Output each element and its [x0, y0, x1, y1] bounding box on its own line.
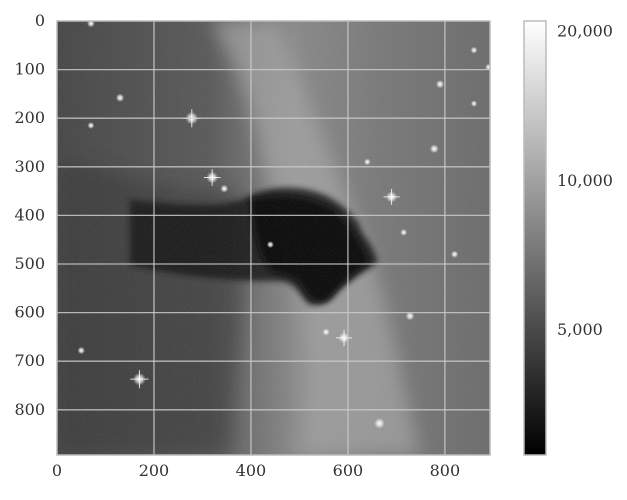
- star-point: [405, 311, 415, 321]
- y-axis: 0 100 200 300 400 500 600 700 800: [14, 11, 45, 419]
- y-tick-label: 400: [14, 205, 45, 224]
- y-tick-label: 100: [14, 60, 45, 79]
- star-point: [429, 144, 439, 154]
- x-axis: 0 200 400 600 800: [52, 461, 460, 480]
- colorbar: 5,000 10,000 20,000: [523, 20, 613, 456]
- y-tick-label: 600: [14, 303, 45, 322]
- star-point: [470, 46, 478, 54]
- y-tick-label: 200: [14, 108, 45, 127]
- star-point: [86, 21, 95, 28]
- x-tick-label: 0: [52, 461, 62, 480]
- grid-lines: [57, 21, 490, 455]
- y-tick-label: 700: [14, 351, 45, 370]
- colorbar-tick-label: 20,000: [557, 22, 613, 41]
- x-tick-label: 800: [430, 461, 461, 480]
- star-point: [435, 79, 445, 89]
- x-tick-label: 200: [139, 461, 170, 480]
- y-tick-label: 300: [14, 157, 45, 176]
- star-point: [470, 100, 478, 107]
- y-tick-label: 800: [14, 400, 45, 419]
- plot-frame: [56, 20, 491, 456]
- star-point: [485, 63, 490, 71]
- y-tick-label: 500: [14, 254, 45, 273]
- star-point: [363, 158, 371, 166]
- colorbar-tick-label: 10,000: [557, 171, 613, 190]
- star-point: [266, 241, 274, 249]
- star-point: [77, 346, 85, 355]
- star-point: [322, 328, 330, 336]
- colorbar-tick-label: 5,000: [557, 320, 603, 339]
- colorbar-gradient: [523, 20, 547, 456]
- star-point: [220, 184, 229, 193]
- star-point: [87, 121, 95, 129]
- star-point: [400, 228, 408, 236]
- star-point: [373, 417, 385, 429]
- star-point: [450, 250, 459, 259]
- x-tick-label: 400: [236, 461, 267, 480]
- nebula-image: [57, 21, 490, 455]
- star-point: [115, 93, 125, 103]
- y-tick-label: 0: [35, 11, 45, 30]
- x-tick-label: 600: [333, 461, 364, 480]
